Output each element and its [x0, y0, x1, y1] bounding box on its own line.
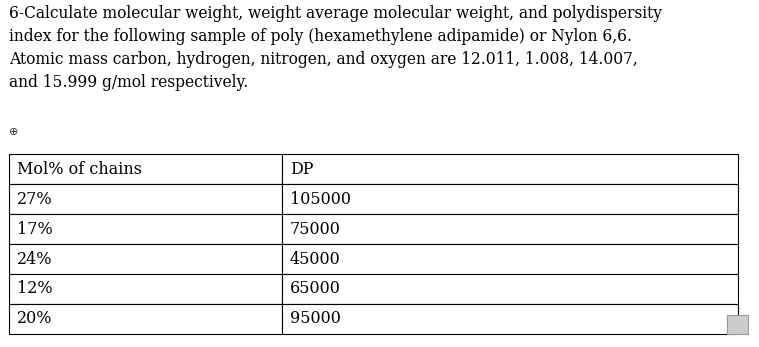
Text: Mol% of chains: Mol% of chains [17, 161, 142, 178]
Bar [9, 214, 282, 244]
Text: 17%: 17% [17, 221, 52, 238]
Bar [282, 154, 738, 184]
Text: DP: DP [290, 161, 313, 178]
Text: ⊕: ⊕ [9, 127, 18, 137]
Text: 27%: 27% [17, 191, 52, 208]
Bar [727, 315, 748, 334]
Text: 20%: 20% [17, 310, 52, 327]
Text: 75000: 75000 [290, 221, 341, 238]
Text: 65000: 65000 [290, 280, 341, 297]
Text: 45000: 45000 [290, 251, 341, 268]
Text: 95000: 95000 [290, 310, 341, 327]
Bar [282, 274, 738, 304]
Text: 105000: 105000 [290, 191, 351, 208]
Bar [9, 304, 282, 334]
Bar [9, 274, 282, 304]
Bar [282, 184, 738, 214]
Text: 6-Calculate molecular weight, weight average molecular weight, and polydispersit: 6-Calculate molecular weight, weight ave… [9, 5, 662, 91]
Bar [282, 244, 738, 274]
Text: 24%: 24% [17, 251, 52, 268]
Bar [9, 184, 282, 214]
Bar [282, 304, 738, 334]
Text: 12%: 12% [17, 280, 52, 297]
Bar [9, 244, 282, 274]
Bar [282, 214, 738, 244]
Bar [9, 154, 282, 184]
